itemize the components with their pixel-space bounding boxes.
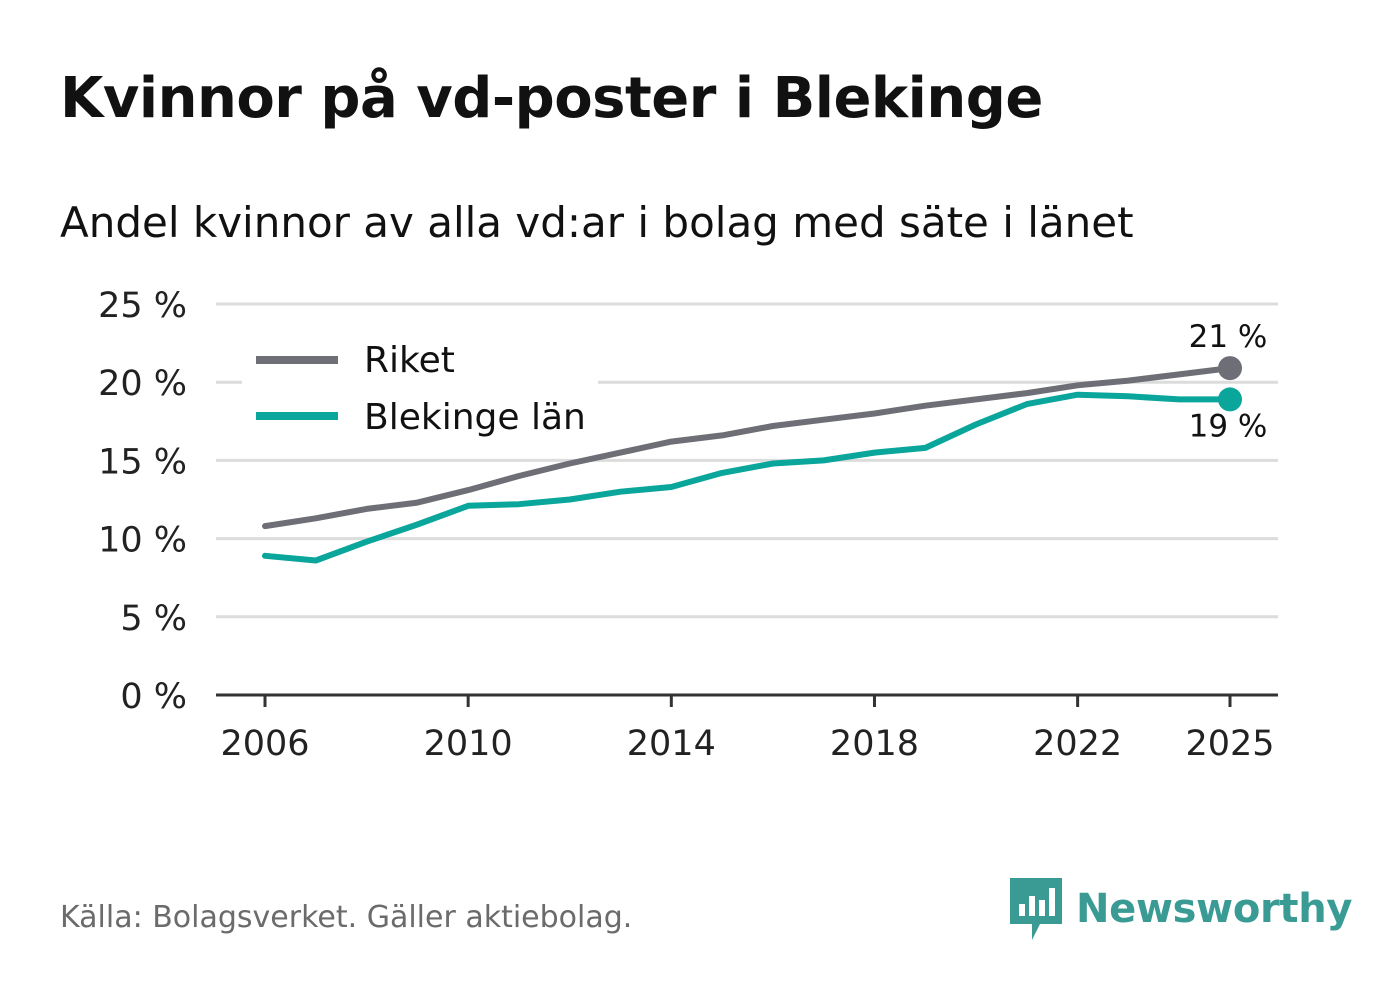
y-tick-label: 15 % — [98, 442, 187, 482]
end-label-1: 19 % — [1189, 408, 1268, 444]
end-markers: 21 % 19 % — [1189, 319, 1268, 444]
x-tick-label: 2022 — [1033, 724, 1122, 764]
chart-title: Kvinnor på vd-poster i Blekinge — [60, 66, 1043, 131]
series-lines — [262, 365, 1233, 564]
x-tick-label: 2014 — [627, 724, 716, 764]
y-tick-label: 20 % — [98, 364, 187, 404]
legend-background — [242, 330, 598, 452]
end-point-0 — [1218, 356, 1242, 381]
y-tick-label: 5 % — [120, 599, 187, 639]
brand-name: Newsworthy — [1076, 886, 1353, 932]
series-line-1 — [262, 391, 1233, 564]
end-point-1 — [1218, 387, 1242, 412]
chart-subtitle: Andel kvinnor av alla vd:ar i bolag med … — [60, 198, 1134, 247]
x-tick-label: 2025 — [1185, 724, 1274, 764]
end-label-0: 21 % — [1189, 319, 1268, 355]
x-tick-label: 2010 — [424, 724, 513, 764]
x-tick-label: 2006 — [220, 724, 309, 764]
y-tick-label: 10 % — [98, 521, 187, 561]
y-tick-label: 25 % — [98, 286, 187, 326]
bar-chart-bubble-icon — [1010, 878, 1062, 940]
axes: 0 % 5 % 10 % 15 % 20 % 25 % 2006 2010 2014 2018 20… — [98, 286, 1278, 764]
brand-logo: Newsworthy — [1010, 878, 1353, 940]
series-line-0 — [262, 365, 1233, 530]
y-tick-label: 0 % — [120, 677, 187, 717]
x-tick-label: 2018 — [830, 724, 919, 764]
legend-label-blekinge: Blekinge län — [364, 397, 586, 438]
legend-label-riket: Riket — [364, 340, 455, 381]
source-note: Källa: Bolagsverket. Gäller aktiebolag. — [60, 900, 633, 935]
legend: Riket Blekinge län — [242, 330, 598, 452]
